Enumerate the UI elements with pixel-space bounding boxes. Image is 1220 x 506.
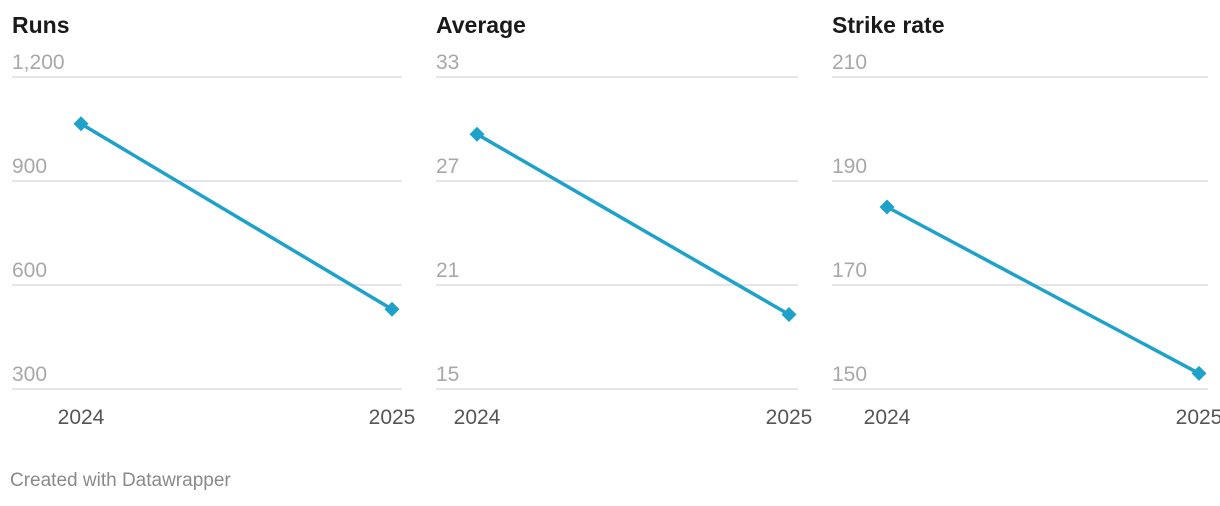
y-tick-label: 27: [436, 155, 459, 178]
x-tick-label: 2025: [766, 406, 813, 429]
data-point: [73, 116, 89, 132]
x-tick-label: 2024: [864, 406, 911, 429]
chart-panel-1: Runs 1,200 900 600 300 2024 2025: [12, 12, 415, 429]
y-tick-label: 600: [12, 259, 47, 282]
y-tick-label: 1,200: [12, 51, 65, 74]
y-tick-label: 300: [12, 363, 47, 386]
series-line: [886, 205, 1200, 375]
data-point: [1191, 365, 1207, 381]
y-tick-label: 150: [832, 363, 867, 386]
chart-panel-2: Average 33 27 21 15 2024 2025: [436, 12, 812, 429]
x-tick-label: 2024: [58, 406, 105, 429]
x-tick-label: 2025: [1176, 406, 1220, 429]
series-line: [476, 132, 790, 316]
panel-title: Average: [436, 12, 526, 38]
credit-text: Created with Datawrapper: [10, 470, 231, 491]
data-point: [469, 126, 485, 142]
y-tick-label: 210: [832, 51, 867, 74]
y-tick-label: 900: [12, 155, 47, 178]
y-tick-label: 170: [832, 259, 867, 282]
y-tick-label: 33: [436, 51, 459, 74]
y-tick-label: 21: [436, 259, 459, 282]
x-tick-label: 2024: [454, 406, 501, 429]
data-point: [879, 199, 895, 215]
chart-panel-3: Strike rate 210 190 170 150 2024 2025: [832, 12, 1220, 429]
data-point: [781, 306, 797, 322]
panel-title: Runs: [12, 12, 70, 38]
series-line: [80, 122, 393, 311]
small-multiples-chart: Runs 1,200 900 600 300 2024 2025 Average 33 27 21 1…: [12, 12, 1220, 429]
data-point: [384, 301, 400, 317]
panel-title: Strike rate: [832, 12, 945, 38]
y-tick-label: 15: [436, 363, 459, 386]
y-tick-label: 190: [832, 155, 867, 178]
x-tick-label: 2025: [369, 406, 416, 429]
